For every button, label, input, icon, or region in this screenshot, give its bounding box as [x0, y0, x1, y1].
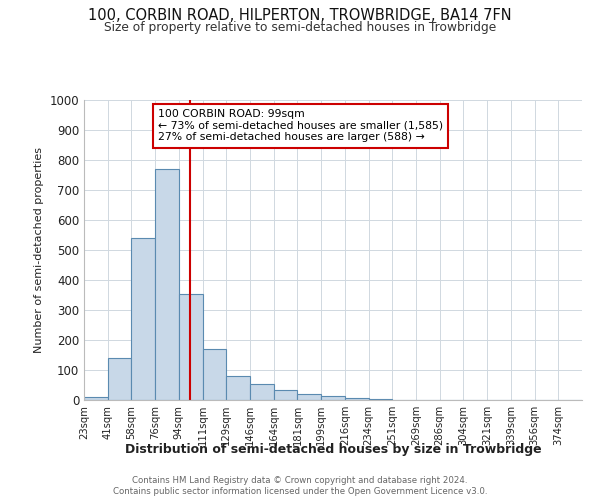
Text: Contains public sector information licensed under the Open Government Licence v3: Contains public sector information licen…	[113, 487, 487, 496]
Bar	[345, 398, 368, 400]
Bar	[298, 394, 321, 400]
Bar	[179, 294, 203, 400]
Bar	[226, 376, 250, 400]
Y-axis label: Number of semi-detached properties: Number of semi-detached properties	[34, 147, 44, 353]
Bar	[368, 398, 392, 400]
Bar	[155, 169, 179, 400]
Text: Contains HM Land Registry data © Crown copyright and database right 2024.: Contains HM Land Registry data © Crown c…	[132, 476, 468, 485]
Bar	[131, 238, 155, 400]
Bar	[274, 390, 298, 400]
Bar	[203, 349, 226, 400]
Bar	[108, 358, 131, 400]
Text: Distribution of semi-detached houses by size in Trowbridge: Distribution of semi-detached houses by …	[125, 442, 541, 456]
Bar	[321, 396, 345, 400]
Text: 100, CORBIN ROAD, HILPERTON, TROWBRIDGE, BA14 7FN: 100, CORBIN ROAD, HILPERTON, TROWBRIDGE,…	[88, 8, 512, 22]
Text: Size of property relative to semi-detached houses in Trowbridge: Size of property relative to semi-detach…	[104, 21, 496, 34]
Text: 100 CORBIN ROAD: 99sqm
← 73% of semi-detached houses are smaller (1,585)
27% of : 100 CORBIN ROAD: 99sqm ← 73% of semi-det…	[158, 109, 443, 142]
Bar	[250, 384, 274, 400]
Bar	[84, 397, 108, 400]
